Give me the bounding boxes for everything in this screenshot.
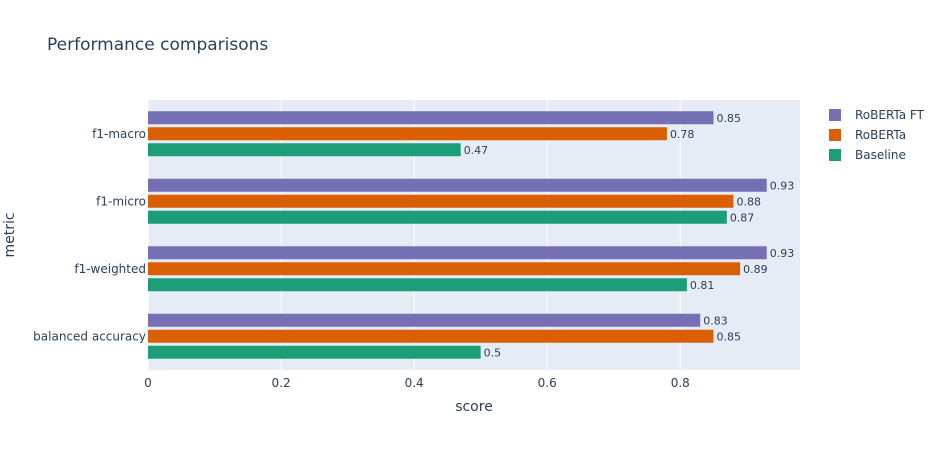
data-label: 0.85 [717, 330, 742, 343]
y-tick-labels: f1-macro f1-micro f1-weighted balanced accu… [33, 127, 146, 344]
bar-roberta [148, 262, 741, 276]
legend: RoBERTa FT RoBERTa Baseline [829, 108, 925, 162]
y-tick-label: f1-weighted [74, 262, 146, 276]
x-axis-title: score [455, 399, 493, 415]
y-tick-label: f1-micro [96, 194, 146, 208]
bar-roberta [148, 127, 667, 141]
bar-roberta-ft [148, 313, 701, 327]
data-label: 0.83 [703, 314, 728, 327]
bar-baseline [148, 278, 687, 292]
legend-swatch [829, 149, 841, 161]
bar-roberta [148, 194, 734, 208]
x-tick-label: 0.8 [671, 376, 690, 390]
x-tick-label: 0.2 [272, 376, 291, 390]
plot-area [148, 100, 800, 370]
x-tick-label: 0.4 [405, 376, 424, 390]
bar-baseline [148, 210, 727, 224]
legend-label: Baseline [855, 148, 906, 162]
legend-label: RoBERTa [855, 128, 906, 142]
x-tick-labels: 0 0.2 0.4 0.6 0.8 [144, 376, 690, 390]
data-label: 0.93 [770, 247, 795, 260]
data-label: 0.85 [717, 112, 742, 125]
chart-title: Performance comparisons [47, 35, 268, 55]
data-label: 0.5 [484, 346, 502, 359]
bar-roberta-ft [148, 246, 767, 260]
data-label: 0.87 [730, 211, 755, 224]
bar-baseline [148, 345, 481, 359]
bar-roberta [148, 329, 714, 343]
data-label: 0.47 [464, 144, 489, 157]
legend-swatch [829, 109, 841, 121]
legend-label: RoBERTa FT [855, 108, 925, 122]
data-labels: 0.850.780.470.930.880.870.930.890.810.83… [464, 112, 795, 360]
bar-roberta-ft [148, 111, 714, 125]
data-label: 0.78 [670, 128, 695, 141]
bar-roberta-ft [148, 178, 767, 192]
bar-baseline [148, 143, 461, 157]
x-tick-label: 0 [144, 376, 152, 390]
x-tick-label: 0.6 [538, 376, 557, 390]
data-label: 0.89 [743, 263, 768, 276]
y-tick-label: balanced accuracy [33, 329, 146, 343]
data-label: 0.81 [690, 279, 715, 292]
y-tick-label: f1-macro [92, 127, 146, 141]
legend-swatch [829, 129, 841, 141]
data-label: 0.93 [770, 179, 795, 192]
y-axis-title: metric [2, 212, 18, 257]
bars [148, 111, 767, 359]
data-label: 0.88 [736, 195, 761, 208]
